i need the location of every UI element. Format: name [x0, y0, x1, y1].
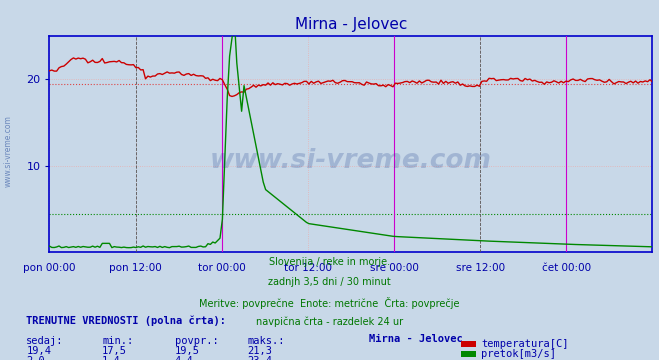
Text: sre 00:00: sre 00:00 [370, 263, 418, 273]
Text: tor 00:00: tor 00:00 [198, 263, 246, 273]
Text: tor 12:00: tor 12:00 [284, 263, 332, 273]
Text: www.si-vreme.com: www.si-vreme.com [210, 148, 492, 174]
Text: sre 12:00: sre 12:00 [455, 263, 505, 273]
Text: 23,4: 23,4 [247, 356, 272, 360]
Text: pon 12:00: pon 12:00 [109, 263, 162, 273]
Title: Mirna - Jelovec: Mirna - Jelovec [295, 17, 407, 32]
Text: sedaj:: sedaj: [26, 336, 64, 346]
Text: povpr.:: povpr.: [175, 336, 218, 346]
Text: 21,3: 21,3 [247, 346, 272, 356]
Text: Meritve: povprečne  Enote: metrične  Črta: povprečje: Meritve: povprečne Enote: metrične Črta:… [199, 297, 460, 309]
Text: Mirna - Jelovec: Mirna - Jelovec [369, 334, 463, 344]
Text: 17,5: 17,5 [102, 346, 127, 356]
Text: maks.:: maks.: [247, 336, 285, 346]
Text: temperatura[C]: temperatura[C] [481, 339, 569, 349]
Text: www.si-vreme.com: www.si-vreme.com [3, 115, 13, 187]
Text: 4,4: 4,4 [175, 356, 193, 360]
Text: navpična črta - razdelek 24 ur: navpična črta - razdelek 24 ur [256, 317, 403, 327]
Text: Slovenija / reke in morje.: Slovenija / reke in morje. [269, 257, 390, 267]
Text: čet 00:00: čet 00:00 [542, 263, 591, 273]
Text: pretok[m3/s]: pretok[m3/s] [481, 349, 556, 359]
Text: TRENUTNE VREDNOSTI (polna črta):: TRENUTNE VREDNOSTI (polna črta): [26, 315, 226, 326]
Text: min.:: min.: [102, 336, 133, 346]
Text: 19,4: 19,4 [26, 346, 51, 356]
Text: 1,4: 1,4 [102, 356, 121, 360]
Text: 19,5: 19,5 [175, 346, 200, 356]
Text: pon 00:00: pon 00:00 [23, 263, 76, 273]
Text: 2,0: 2,0 [26, 356, 45, 360]
Text: zadnjh 3,5 dni / 30 minut: zadnjh 3,5 dni / 30 minut [268, 277, 391, 287]
